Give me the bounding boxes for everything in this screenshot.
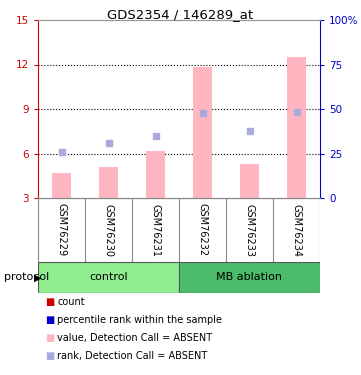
Text: protocol: protocol [4, 273, 49, 282]
Text: GSM76231: GSM76231 [151, 204, 161, 257]
Bar [179, 262, 320, 293]
Bar [240, 164, 259, 198]
Text: ■: ■ [45, 333, 54, 343]
Text: count: count [57, 297, 84, 307]
Text: GSM76230: GSM76230 [104, 204, 113, 257]
Text: rank, Detection Call = ABSENT: rank, Detection Call = ABSENT [57, 351, 207, 361]
Text: GDS2354 / 146289_at: GDS2354 / 146289_at [108, 8, 253, 21]
Bar [99, 167, 118, 198]
Text: GSM76234: GSM76234 [291, 204, 301, 257]
Text: ■: ■ [45, 315, 54, 325]
Bar [52, 173, 71, 198]
Text: value, Detection Call = ABSENT: value, Detection Call = ABSENT [57, 333, 212, 343]
Bar [38, 262, 179, 293]
Text: percentile rank within the sample: percentile rank within the sample [57, 315, 222, 325]
Text: GSM76233: GSM76233 [244, 204, 255, 257]
Bar [193, 67, 212, 198]
Text: ■: ■ [45, 297, 54, 307]
Text: control: control [89, 273, 128, 282]
Bar [287, 57, 306, 198]
Text: GSM76229: GSM76229 [57, 203, 66, 256]
Text: GSM76232: GSM76232 [197, 203, 208, 256]
Text: ▶: ▶ [34, 273, 42, 282]
Text: MB ablation: MB ablation [217, 273, 283, 282]
Bar [146, 150, 165, 198]
Text: ■: ■ [45, 351, 54, 361]
